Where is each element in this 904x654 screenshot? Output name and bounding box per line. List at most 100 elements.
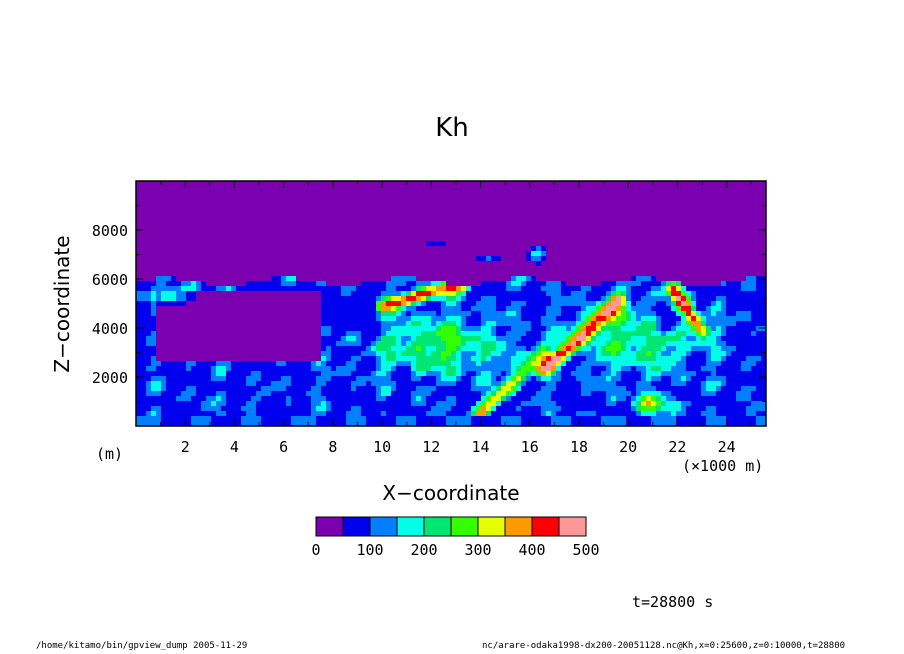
- field-cell: [566, 296, 572, 302]
- field-cell: [226, 416, 232, 422]
- field-cell: [141, 321, 147, 327]
- field-cell: [361, 326, 367, 332]
- field-cell: [536, 201, 542, 207]
- field-cell: [591, 236, 597, 242]
- field-cell: [616, 256, 622, 262]
- field-cell: [476, 331, 482, 337]
- field-cell: [396, 406, 402, 412]
- field-cell: [271, 351, 277, 357]
- field-cell: [246, 231, 252, 237]
- field-cell: [216, 336, 222, 342]
- field-cell: [456, 236, 462, 242]
- field-cell: [386, 331, 392, 337]
- field-cell: [256, 221, 262, 227]
- field-cell: [336, 386, 342, 392]
- field-cell: [426, 331, 432, 337]
- field-cell: [551, 361, 557, 367]
- field-cell: [606, 391, 612, 397]
- field-cell: [526, 216, 532, 222]
- field-cell: [456, 416, 462, 422]
- field-cell: [346, 401, 352, 407]
- field-cell: [261, 211, 267, 217]
- field-cell: [641, 281, 647, 287]
- field-cell: [136, 346, 142, 352]
- field-cell: [521, 276, 527, 282]
- field-cell: [176, 271, 182, 277]
- field-cell: [216, 191, 222, 197]
- field-cell: [171, 196, 177, 202]
- field-cell: [286, 336, 292, 342]
- field-cell: [616, 371, 622, 377]
- field-cell: [591, 381, 597, 387]
- field-cell: [246, 266, 252, 272]
- field-cell: [576, 301, 582, 307]
- field-cell: [376, 401, 382, 407]
- field-cell: [441, 356, 447, 362]
- field-cell: [276, 226, 282, 232]
- field-cell: [226, 196, 232, 202]
- field-cell: [491, 261, 497, 267]
- field-cell: [351, 266, 357, 272]
- field-cell: [431, 266, 437, 272]
- field-cell: [256, 301, 262, 307]
- field-cell: [256, 231, 262, 237]
- field-cell: [556, 411, 562, 417]
- field-cell: [596, 361, 602, 367]
- field-cell: [566, 311, 572, 317]
- field-cell: [231, 261, 237, 267]
- field-cell: [486, 351, 492, 357]
- field-cell: [421, 181, 427, 187]
- field-cell: [461, 316, 467, 322]
- field-cell: [431, 376, 437, 382]
- field-cell: [236, 306, 242, 312]
- field-cell: [321, 211, 327, 217]
- field-cell: [286, 326, 292, 332]
- field-cell: [281, 221, 287, 227]
- field-cell: [281, 236, 287, 242]
- field-cell: [571, 301, 577, 307]
- field-cell: [371, 256, 377, 262]
- field-cell: [336, 326, 342, 332]
- field-cell: [461, 401, 467, 407]
- field-cell: [276, 361, 282, 367]
- field-cell: [221, 376, 227, 382]
- field-cell: [486, 301, 492, 307]
- field-cell: [226, 281, 232, 287]
- field-cell: [556, 361, 562, 367]
- field-cell: [311, 186, 317, 192]
- field-cell: [471, 226, 477, 232]
- field-cell: [181, 406, 187, 412]
- field-cell: [541, 306, 547, 312]
- field-cell: [606, 366, 612, 372]
- field-cell: [551, 421, 557, 426]
- field-cell: [311, 326, 317, 332]
- field-cell: [581, 316, 587, 322]
- field-cell: [546, 386, 552, 392]
- field-cell: [276, 391, 282, 397]
- field-cell: [476, 201, 482, 207]
- field-cell: [451, 296, 457, 302]
- field-cell: [271, 411, 277, 417]
- field-cell: [461, 381, 467, 387]
- field-cell: [246, 196, 252, 202]
- field-cell: [266, 421, 272, 426]
- field-cell: [561, 411, 567, 417]
- field-cell: [186, 361, 192, 367]
- field-cell: [291, 226, 297, 232]
- field-cell: [591, 186, 597, 192]
- field-cell: [526, 376, 532, 382]
- field-cell: [311, 196, 317, 202]
- field-cell: [221, 191, 227, 197]
- field-cell: [216, 396, 222, 402]
- field-cell: [396, 401, 402, 407]
- field-cell: [221, 306, 227, 312]
- field-cell: [521, 226, 527, 232]
- field-cell: [371, 281, 377, 287]
- field-cell: [471, 416, 477, 422]
- field-cell: [281, 306, 287, 312]
- field-cell: [561, 276, 567, 282]
- field-cell: [506, 301, 512, 307]
- field-cell: [641, 391, 647, 397]
- field-cell: [191, 366, 197, 372]
- field-cell: [566, 371, 572, 377]
